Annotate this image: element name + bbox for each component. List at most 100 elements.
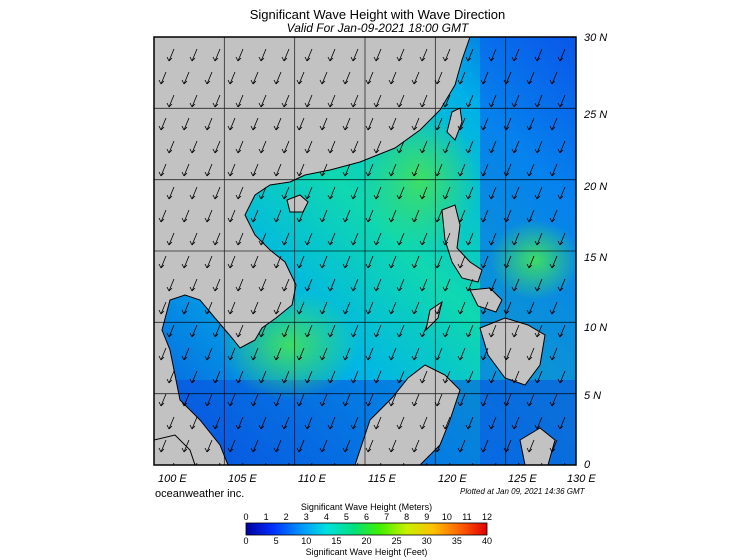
wave-direction-arrow — [350, 278, 359, 292]
wave-direction-arrow — [419, 140, 428, 154]
land-mainland-asia — [154, 37, 471, 465]
wave-direction-arrow — [373, 370, 382, 384]
wave-direction-arrow — [204, 209, 213, 223]
credit-text: oceanweather inc. — [155, 488, 245, 500]
wave-direction-arrow — [319, 439, 328, 453]
wave-direction-arrow — [503, 71, 512, 85]
wave-direction-arrow — [281, 48, 290, 62]
wave-direction-arrow — [181, 301, 190, 315]
wave-direction-arrow — [465, 94, 474, 108]
colorbar-feet-tick: 0 — [243, 536, 249, 546]
wave-direction-arrow — [442, 416, 451, 430]
wave-direction-arrow — [365, 255, 374, 269]
wave-direction-arrow — [181, 439, 190, 453]
map-subtitle: Valid For Jan-09-2021 18:00 GMT — [286, 21, 469, 35]
wave-direction-arrow — [304, 186, 313, 200]
wave-direction-arrow — [503, 255, 512, 269]
wave-direction-arrow — [488, 94, 497, 108]
wave-direction-arrow — [258, 232, 267, 246]
wave-direction-arrow — [534, 416, 543, 430]
wave-direction-arrow — [273, 209, 282, 223]
wave-direction-arrow — [281, 186, 290, 200]
wave-direction-arrow — [296, 163, 305, 177]
wave-direction-arrow — [319, 393, 328, 407]
lat-tick: 5 N — [584, 390, 602, 402]
wave-direction-arrow — [204, 393, 213, 407]
wave-direction-arrow — [396, 48, 405, 62]
wave-direction-arrow — [511, 416, 520, 430]
wave-direction-arrow — [327, 232, 336, 246]
wave-direction-arrow — [434, 163, 443, 177]
wave-direction-arrow — [273, 117, 282, 131]
wave-direction-arrow — [465, 416, 474, 430]
wave-direction-arrow — [342, 209, 351, 223]
wave-direction-arrow — [235, 232, 244, 246]
wave-direction-arrow — [396, 324, 405, 338]
wave-direction-arrow — [549, 439, 558, 453]
wave-direction-arrow — [181, 255, 190, 269]
wave-direction-arrow — [281, 370, 290, 384]
wave-direction-arrow — [396, 140, 405, 154]
wave-direction-arrow — [549, 393, 558, 407]
wave-direction-arrow — [388, 439, 397, 453]
wave-direction-arrow — [204, 347, 213, 361]
wave-direction-arrow — [327, 370, 336, 384]
wave-direction-arrow — [411, 393, 420, 407]
wave-direction-arrow — [465, 48, 474, 62]
colorbar-meters-tick: 9 — [424, 512, 430, 522]
wave-direction-arrow — [549, 209, 558, 223]
wave-direction-arrow — [457, 301, 466, 315]
wave-direction-arrow — [227, 439, 236, 453]
wave-direction-arrow — [534, 140, 543, 154]
wave-direction-arrow — [534, 278, 543, 292]
wave-direction-arrow — [557, 48, 566, 62]
wave-direction-arrow — [304, 232, 313, 246]
wave-direction-arrow — [511, 140, 520, 154]
wave-direction-arrow — [434, 393, 443, 407]
wave-direction-arrow — [373, 140, 382, 154]
wave-direction-arrow — [296, 393, 305, 407]
colorbar-meters-tick: 5 — [343, 512, 349, 522]
wave-direction-arrow — [250, 163, 259, 177]
wave-direction-arrow — [181, 393, 190, 407]
plotted-timestamp: Plotted at Jan 09, 2021 14:36 GMT — [460, 487, 585, 496]
wave-direction-arrow — [503, 163, 512, 177]
wave-direction-arrow — [273, 255, 282, 269]
wave-direction-arrow — [549, 347, 558, 361]
wave-direction-arrow — [204, 301, 213, 315]
wave-direction-arrow — [365, 117, 374, 131]
wave-direction-arrow — [189, 370, 198, 384]
wave-direction-arrow — [250, 209, 259, 223]
wave-direction-arrow — [488, 186, 497, 200]
lat-tick: 0 — [584, 459, 591, 471]
wave-direction-arrow — [411, 301, 420, 315]
wave-direction-arrow — [189, 186, 198, 200]
wave-direction-arrow — [204, 71, 213, 85]
wave-direction-arrow — [419, 324, 428, 338]
wave-direction-arrow — [534, 94, 543, 108]
wave-direction-arrow — [304, 94, 313, 108]
wave-direction-arrow — [396, 186, 405, 200]
wave-direction-arrow — [273, 347, 282, 361]
wave-direction-arrow — [181, 71, 190, 85]
wave-direction-arrow — [258, 140, 267, 154]
lat-tick: 20 N — [584, 181, 608, 193]
wave-direction-arrow — [258, 370, 267, 384]
colorbar-feet-label: Significant Wave Height (Feet) — [305, 547, 428, 557]
wave-direction-arrow — [212, 416, 221, 430]
wave-direction-arrow — [388, 117, 397, 131]
wave-direction-arrow — [204, 117, 213, 131]
colorbar-meters-tick: 2 — [283, 512, 289, 522]
wave-direction-arrow — [296, 301, 305, 315]
wave-direction-arrow — [350, 232, 359, 246]
wave-direction-arrow — [296, 347, 305, 361]
wave-direction-arrow — [281, 324, 290, 338]
colorbar-meters-tick: 8 — [404, 512, 410, 522]
wave-direction-arrow — [388, 347, 397, 361]
wave-direction-arrow — [296, 439, 305, 453]
wave-direction-arrow — [526, 255, 535, 269]
wave-direction-arrow — [166, 416, 175, 430]
wave-direction-arrow — [373, 416, 382, 430]
wave-direction-arrow — [419, 186, 428, 200]
wave-direction-arrow — [227, 255, 236, 269]
